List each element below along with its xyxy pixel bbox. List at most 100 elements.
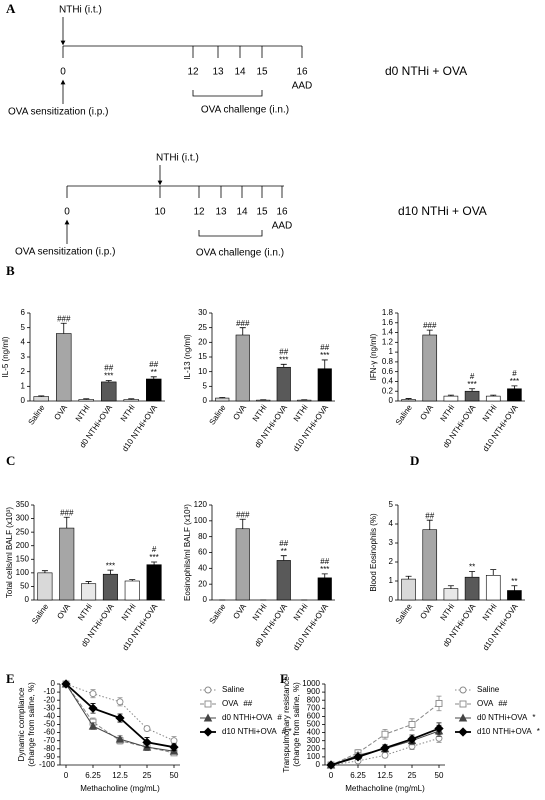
bar: [297, 399, 312, 402]
y-tick-label: 300: [307, 736, 321, 745]
y-tick-label: 40: [198, 563, 207, 572]
y-tick-label: 100: [307, 752, 321, 761]
challenge-bracket: [192, 90, 263, 97]
panel-label: C: [6, 453, 15, 468]
y-tick-label: 120: [194, 500, 208, 509]
legend-label: d0 NTHi+OVA: [222, 713, 273, 722]
x-tick-label: NTHi: [481, 403, 499, 423]
bar: [256, 399, 271, 402]
legend-note: #: [277, 713, 282, 722]
x-tick-label: Saline: [394, 602, 414, 626]
error-bar: [107, 569, 114, 575]
panel-label: A: [6, 1, 16, 16]
y-tick-label: 200: [16, 541, 30, 550]
y-tick-label: -30: [43, 703, 55, 712]
marker: [203, 727, 213, 737]
significance: ***: [510, 377, 519, 386]
day-label: 10: [154, 207, 166, 218]
y-tick-label: 0: [316, 760, 321, 769]
legend-label: d10 NTHi+OVA: [222, 727, 277, 736]
significance: #: [152, 545, 157, 554]
y-tick-label: 1.2: [382, 337, 394, 346]
bar: [37, 572, 53, 601]
bar: [276, 560, 291, 601]
bar: [102, 573, 118, 601]
error-bar: [490, 569, 497, 576]
bar: [485, 395, 501, 402]
day-label: 12: [187, 67, 199, 78]
x-tick-label: 25: [408, 771, 417, 780]
panel-label: F: [280, 671, 288, 686]
y-axis-label: (change from saline, %): [292, 682, 301, 767]
error-bar: [85, 581, 92, 584]
y-tick-label: 80: [198, 532, 207, 541]
error-bar: [219, 397, 226, 399]
day-label: 16: [296, 67, 308, 78]
x-tick-label: OVA: [418, 602, 435, 621]
error-bar: [239, 327, 246, 335]
legend-label: Saline: [222, 685, 245, 694]
x-tick-label: 0: [329, 771, 334, 780]
significance: ***: [279, 355, 288, 364]
legend-note: ##: [243, 699, 252, 708]
x-axis-label: Methacholine (mg/mL): [345, 784, 425, 793]
error-bar: [469, 571, 476, 578]
error-bar: [129, 579, 136, 581]
day-label: 0: [64, 207, 70, 218]
x-tick-label: OVA: [55, 602, 72, 621]
error-bar: [280, 555, 287, 561]
error-bar: [151, 561, 158, 565]
significance: ##: [279, 347, 288, 356]
y-tick-label: 4: [389, 519, 394, 528]
marker: [88, 721, 98, 730]
x-tick-label: Saline: [207, 403, 227, 427]
y-tick-label: 0: [203, 396, 208, 405]
marker: [142, 737, 152, 747]
x-tick-label: 50: [170, 771, 179, 780]
bar: [81, 583, 97, 601]
bar: [146, 378, 162, 402]
marker: [326, 760, 336, 770]
significance: ***: [106, 561, 115, 570]
significance: ###: [57, 314, 71, 323]
x-tick-label: NTHi: [251, 403, 269, 423]
legend-label: OVA: [222, 699, 239, 708]
x-tick-label: NTHi: [251, 602, 269, 622]
x-axis-label: Methacholine (mg/mL): [80, 784, 160, 793]
y-tick-label: 0.8: [382, 357, 394, 366]
x-tick-label: 6.25: [350, 771, 366, 780]
x-tick-label: OVA: [231, 602, 248, 621]
bar: [56, 333, 72, 402]
bar: [317, 577, 332, 601]
bar: [485, 574, 501, 601]
significance: ##: [104, 364, 113, 373]
legend-label: d0 NTHi+OVA: [477, 713, 528, 722]
bar: [124, 580, 140, 601]
y-tick-label: 0: [389, 396, 394, 405]
marker: [203, 713, 213, 722]
y-tick-label: 600: [307, 712, 321, 721]
y-tick-label: 150: [16, 554, 30, 563]
error-bar: [83, 398, 90, 400]
y-tick-label: -20: [43, 695, 55, 704]
y-tick-label: 60: [198, 548, 207, 557]
bar: [146, 564, 162, 601]
marker: [169, 742, 179, 752]
agent-label: NTHi (i.t.): [59, 5, 102, 16]
bar: [464, 390, 480, 402]
y-axis-label: Blood Eosinophils (%): [369, 513, 378, 592]
error-bar: [447, 585, 454, 589]
x-tick-label: 12.5: [377, 771, 393, 780]
y-tick-label: 4: [21, 337, 26, 346]
legend-label: OVA: [477, 699, 494, 708]
bar: [78, 399, 94, 402]
y-tick-label: 2: [389, 557, 394, 566]
error-bar: [405, 398, 412, 400]
marker: [381, 730, 389, 738]
challenge-bracket: [198, 230, 263, 237]
marker: [380, 743, 390, 753]
y-tick-label: 2: [21, 367, 26, 376]
legend-note: *: [532, 713, 535, 722]
sensitization-label: OVA sensitization (i.p.): [8, 107, 108, 118]
y-tick-label: -40: [43, 712, 55, 721]
